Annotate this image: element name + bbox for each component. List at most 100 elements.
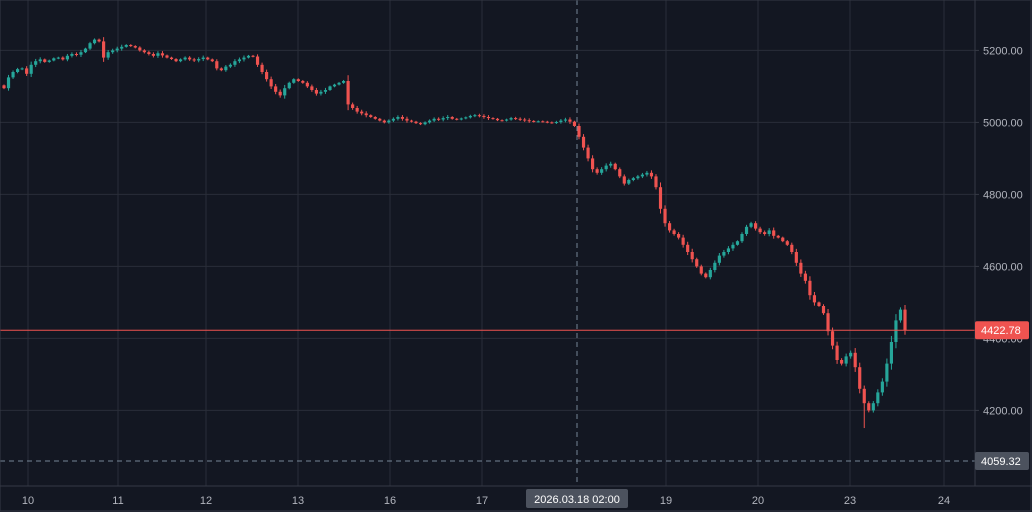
candle-body (441, 118, 445, 120)
candle-body (541, 121, 545, 123)
candle-body (690, 252, 694, 260)
candle-body (781, 237, 785, 242)
candle-body (323, 90, 328, 92)
candle-body (319, 91, 323, 94)
candle-body (111, 50, 115, 53)
candle-body (622, 176, 626, 184)
candle-body (514, 118, 518, 120)
candle-body (568, 119, 572, 122)
candle-body (178, 59, 183, 62)
candle-body (613, 163, 617, 170)
candle-body (468, 115, 472, 118)
candle-body (898, 309, 903, 321)
candle-body (11, 72, 15, 78)
candle-body (396, 117, 400, 119)
candle-body (378, 118, 382, 121)
candle-body (817, 302, 821, 306)
candle-body (296, 79, 300, 81)
overlay-layer (0, 0, 975, 486)
candle-body (500, 120, 504, 122)
candle-body (382, 120, 386, 123)
candle-body (92, 39, 97, 44)
candle-body (346, 81, 350, 105)
candle-body (355, 108, 359, 112)
candle-body (2, 85, 6, 89)
candle-body (269, 79, 273, 87)
x-tick-label: 10 (22, 495, 34, 507)
candle-body (491, 118, 495, 120)
crosshair-time-tag (526, 489, 628, 508)
candle-body (799, 262, 803, 274)
candle-body (188, 57, 192, 60)
candle-body (790, 244, 794, 252)
candle-body (482, 115, 486, 117)
candle-body (255, 56, 260, 65)
candle-body (663, 208, 667, 224)
candle-body (160, 53, 165, 56)
candle-body (681, 237, 685, 245)
candle-body (201, 57, 205, 60)
candle-body (636, 176, 640, 179)
candle-body (242, 57, 246, 60)
y-tick-label: 5200.00 (983, 45, 1023, 57)
candle-body (174, 59, 178, 62)
candle-body (332, 84, 337, 87)
candle-body (70, 54, 74, 56)
candle-body (735, 241, 740, 245)
candle-body (169, 57, 174, 60)
candle-body (450, 117, 454, 119)
candle-body (151, 54, 155, 56)
candle-body (627, 180, 631, 184)
candle-body (129, 45, 133, 47)
candle-body (20, 68, 24, 70)
candle-body (894, 320, 898, 342)
x-tick-label: 11 (112, 495, 123, 507)
candle-body (677, 234, 681, 238)
candle-body (34, 61, 38, 65)
candle-body (518, 118, 522, 120)
candle-body (763, 232, 767, 234)
candle-body (400, 117, 405, 119)
candle-layer (2, 37, 907, 429)
candle-body (414, 121, 418, 124)
candle-body (618, 169, 622, 177)
candle-body (210, 59, 214, 62)
candle-body (138, 47, 142, 51)
candle-body (849, 352, 853, 357)
candle-body (545, 121, 549, 123)
x-tick-label: 13 (292, 495, 304, 507)
candle-body (740, 234, 744, 242)
candle-body (102, 41, 106, 58)
candle-body (749, 223, 753, 227)
candle-body (25, 68, 29, 74)
candle-body (572, 121, 577, 126)
y-tick-label: 4800.00 (983, 189, 1023, 201)
candle-body (577, 126, 581, 137)
x-tick-label: 16 (384, 495, 396, 507)
candle-body (292, 79, 296, 83)
current-price-label: 4422.78 (981, 325, 1021, 337)
candle-body (903, 309, 907, 331)
candle-body (88, 43, 92, 49)
candle-body (387, 120, 391, 123)
candle-body (821, 306, 826, 314)
candle-body (731, 244, 735, 249)
candle-body (808, 280, 812, 296)
candle-body (889, 342, 894, 364)
grid-layer (0, 0, 975, 486)
x-tick-label: 24 (938, 495, 950, 507)
x-tick-label: 23 (844, 495, 856, 507)
candle-body (15, 69, 20, 72)
candle-body (391, 118, 395, 121)
candle-body (667, 223, 672, 231)
candle-body (459, 118, 463, 120)
candle-body (29, 64, 33, 74)
candle-body (550, 122, 554, 124)
candle-body (758, 228, 762, 233)
candle-body (341, 81, 346, 83)
candle-body (52, 58, 56, 61)
candle-body (595, 169, 599, 173)
